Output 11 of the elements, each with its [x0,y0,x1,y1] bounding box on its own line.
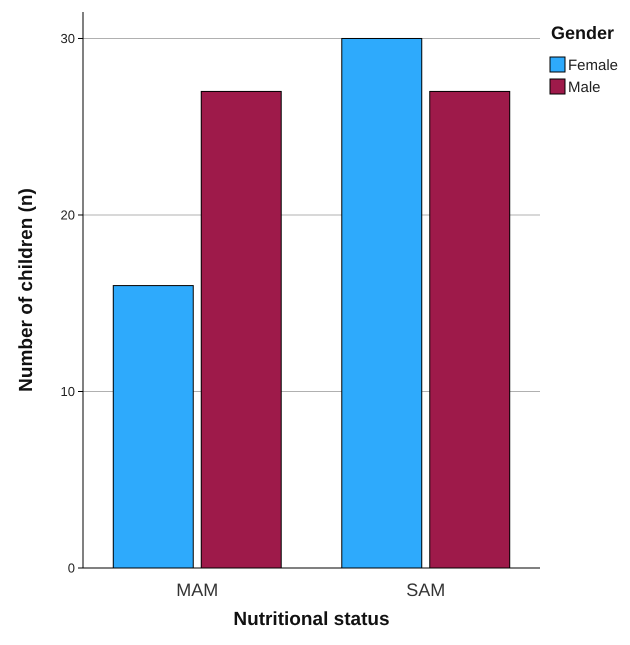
legend-title: Gender [551,23,614,43]
legend-label: Male [568,79,601,96]
x-tick-label: SAM [406,580,446,600]
y-tick-label: 30 [60,31,75,46]
y-tick-label: 20 [60,208,75,223]
x-tick-label: MAM [176,580,218,600]
y-tick-label: 10 [60,384,75,400]
legend-label: Female [568,57,618,74]
x-axis-title: Nutritional status [233,609,390,630]
y-tick-label: 0 [68,560,75,576]
y-axis-title: Number of children (n) [16,188,37,392]
